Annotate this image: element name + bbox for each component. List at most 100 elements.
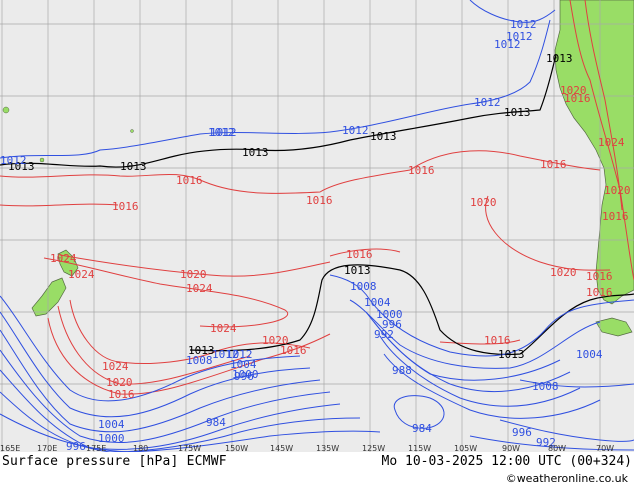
land-south-america — [554, 0, 634, 305]
isobar-label-high: 1016 — [346, 248, 373, 261]
isobar-label-high: 1020 — [604, 184, 631, 197]
isobar-label-low: 1004 — [98, 418, 125, 431]
isobar-label-high: 1016 — [280, 344, 307, 357]
isobar-south-5 — [0, 369, 341, 450]
isobar-label-high: 1020 — [262, 334, 289, 347]
isobar-1016-wave — [329, 248, 401, 257]
isobar-1016-north — [0, 150, 601, 194]
lon-label: 175W — [178, 444, 201, 453]
isobar-label-low: 1000 — [98, 432, 125, 445]
isobar-south-9 — [469, 435, 634, 451]
isobar-1020-south — [57, 305, 251, 385]
isobars-mid — [0, 54, 634, 356]
isobar-984-cyclone — [393, 395, 445, 429]
footer-background — [0, 452, 634, 490]
isobar-label-1013: 1013 — [8, 160, 35, 173]
isobar-label-high: 1016 — [408, 164, 435, 177]
isobar-1020-east — [485, 195, 611, 271]
land-layer — [2, 0, 634, 337]
isobar-label-high: 1020 — [180, 268, 207, 281]
isobars-high — [0, 0, 634, 395]
isobar-1024-south — [69, 299, 311, 364]
longitude-axis: 165E 170E 175E 180 175W 150W 145W 135W 1… — [0, 444, 614, 453]
isobar-label-1013: 1013 — [370, 130, 397, 143]
lon-label: 135W — [316, 444, 339, 453]
isobar-label-high: 1016 — [586, 270, 613, 283]
isobar-label-low: 1008 — [186, 354, 213, 367]
isobar-label-high: 1016 — [306, 194, 333, 207]
lon-label: 90W — [502, 444, 520, 453]
isobar-label-low: 996 — [512, 426, 532, 439]
isobar-south-4 — [0, 349, 331, 444]
land-island — [2, 106, 10, 114]
isobar-label-low: 984 — [206, 416, 226, 429]
isobar-996 — [373, 321, 571, 393]
isobar-south-7 — [0, 413, 381, 453]
lon-label: 145W — [270, 444, 293, 453]
isobar-1016-upper — [0, 203, 119, 207]
isobar-coastal-highs-2 — [584, 0, 623, 211]
lon-label: 115W — [408, 444, 431, 453]
isobar-label-low: 1012 — [494, 38, 521, 51]
isobar-label-1013: 1013 — [546, 52, 573, 65]
isobar-label-high: 1020 — [106, 376, 133, 389]
isobar-label-high: 1016 — [540, 158, 567, 171]
isobar-label-low: 992 — [536, 436, 556, 449]
isobar-label-high: 1020 — [470, 196, 497, 209]
isobar-label-high: 1024 — [102, 360, 129, 373]
lon-label: 180 — [133, 444, 148, 453]
isobar-south-2 — [0, 311, 311, 418]
isobar-label-low: 1004 — [230, 358, 257, 371]
isobar-label-1013: 1013 — [188, 344, 215, 357]
lon-label: 165E — [0, 444, 20, 453]
isobar-label-1013: 1013 — [120, 160, 147, 173]
isobar-1013-south — [189, 264, 634, 356]
isobar-south-10 — [519, 379, 634, 388]
isobar-992 — [379, 335, 581, 407]
isobar-label-low: 984 — [412, 422, 432, 435]
lon-label: 170E — [37, 444, 57, 453]
isobar-label-low: 1012 — [210, 126, 237, 139]
isobar-label-high: 1016 — [108, 388, 135, 401]
isobar-south-3 — [0, 329, 321, 433]
isobar-1016-coast — [439, 339, 521, 345]
isobar-label-high: 1024 — [50, 252, 77, 265]
isobar-label-low: 996 — [66, 440, 86, 453]
isobar-label-low: 1012 — [208, 126, 235, 139]
lon-label: 150W — [225, 444, 248, 453]
lon-label: 125W — [362, 444, 385, 453]
ocean-background — [0, 0, 634, 452]
isobar-label-low: 1004 — [364, 296, 391, 309]
land-new-zealand-south — [31, 277, 67, 317]
isobar-label-1013: 1013 — [344, 264, 371, 277]
map-title: Surface pressure [hPa] ECMWF — [2, 454, 227, 469]
isobar-label-high: 1024 — [210, 322, 237, 335]
isobar-1024-ridge — [43, 257, 289, 328]
isobar-label-high: 1020 — [560, 84, 587, 97]
isobar-south-6 — [0, 391, 361, 453]
land-island — [39, 157, 45, 163]
isobar-south-8 — [499, 419, 634, 442]
isobar-label-high: 1020 — [550, 266, 577, 279]
land-island — [130, 129, 134, 133]
isobar-label-1013: 1013 — [504, 106, 531, 119]
isobar-1012-top — [469, 0, 556, 23]
forecast-datetime: Mo 10-03-2025 12:00 UTC (00+324) — [381, 454, 632, 469]
isobar-label-high: 1016 — [586, 286, 613, 299]
isobar-label-high: 1016 — [112, 200, 139, 213]
isobar-label-high: 1024 — [68, 268, 95, 281]
isobar-label-low: 996 — [234, 370, 254, 383]
lon-label: 175E — [86, 444, 106, 453]
isobar-1012-north — [0, 19, 551, 159]
isobar-label-high: 1016 — [484, 334, 511, 347]
isobar-1013-north — [0, 54, 557, 168]
isobar-label-low: 1012 — [342, 124, 369, 137]
isobar-1004 — [349, 299, 601, 369]
isobar-label-high: 1016 — [564, 92, 591, 105]
isobar-coastal-highs — [569, 0, 634, 281]
isobar-label-low: 1012 — [0, 154, 27, 167]
land-tierra-del-fuego — [595, 317, 633, 337]
isobar-label-low: 1000 — [376, 308, 403, 321]
